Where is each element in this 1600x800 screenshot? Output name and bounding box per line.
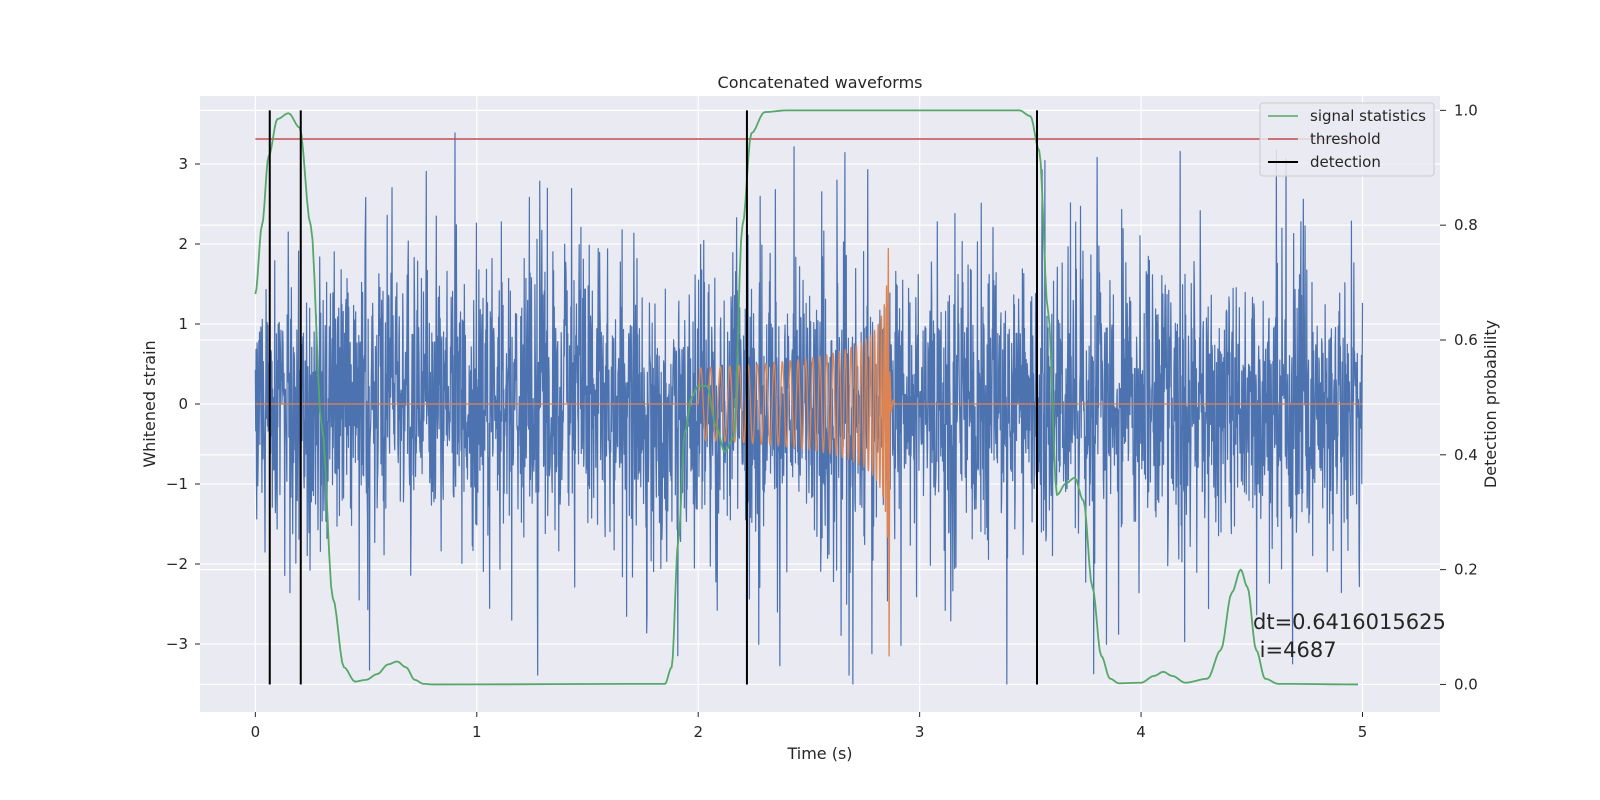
y2-tick-label: 0.4 [1454,446,1478,464]
x-tick-label: 4 [1136,723,1146,741]
annotation-dt: dt=0.6416015625 [1253,610,1446,634]
annotation-index: i=4687 [1253,638,1337,662]
y-tick-label: −2 [166,555,188,573]
y2-tick-label: 1.0 [1454,101,1478,119]
legend-box [1259,102,1435,177]
plot-area [254,109,1364,686]
y-tick-label: 2 [178,235,188,253]
y-axis-title: Whitened strain [140,340,159,467]
x-tick-label: 5 [1358,723,1368,741]
signal-statistics-line [254,109,1359,686]
legend-label-signal-statistics: signal statistics [1310,107,1426,125]
strain-noise-line [254,132,1364,685]
y-tick-label: 3 [178,155,188,173]
x-axis-title: Time (s) [786,744,852,763]
legend: signal statistics threshold detection [1259,102,1435,177]
chart-title: Concatenated waveforms [718,73,923,92]
axes: 0 1 2 3 4 5 3 2 1 0 −1 −2 −3 1.0 0.8 0.6 0.4 0.2 0.0 [166,101,1478,741]
y-tick-label: 0 [178,395,188,413]
y2-axis-title: Detection probability [1481,320,1500,488]
legend-label-detection: detection [1310,153,1381,171]
x-tick-label: 1 [472,723,482,741]
x-tick-label: 2 [693,723,703,741]
y2-tick-label: 0.0 [1454,675,1478,693]
y-tick-label: −3 [166,635,188,653]
y2-tick-label: 0.6 [1454,331,1478,349]
strain-chirp-line [255,247,1363,657]
x-tick-label: 0 [251,723,261,741]
y2-tick-label: 0.8 [1454,216,1478,234]
y-tick-label: −1 [166,475,188,493]
legend-label-threshold: threshold [1310,130,1381,148]
y-tick-label: 1 [178,315,188,333]
x-tick-label: 3 [915,723,925,741]
y2-tick-label: 0.2 [1454,561,1478,579]
